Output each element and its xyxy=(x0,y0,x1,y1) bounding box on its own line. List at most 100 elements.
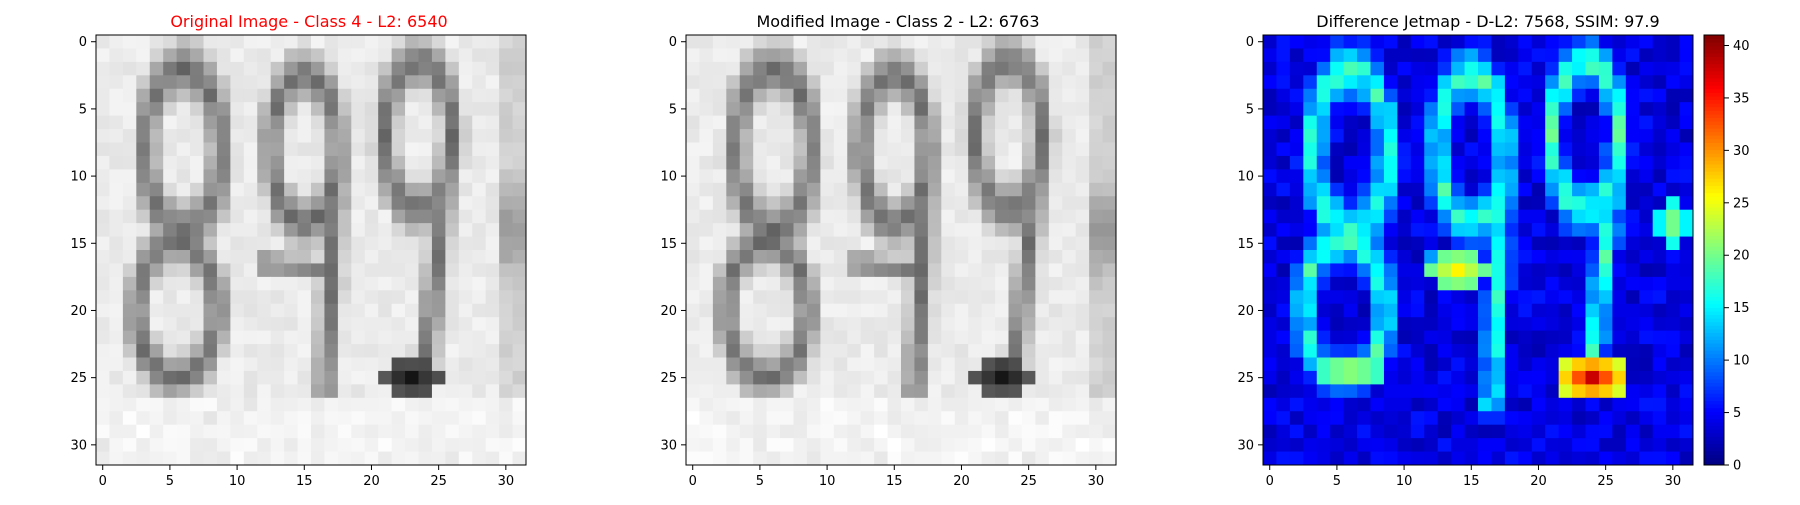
heatmap-cell xyxy=(1410,169,1425,184)
heatmap-cell xyxy=(1316,397,1331,412)
heatmap-cell xyxy=(284,142,298,157)
heatmap-cell xyxy=(833,263,848,278)
heatmap-cell xyxy=(1102,276,1117,291)
heatmap-cell xyxy=(793,75,808,90)
heatmap-cell xyxy=(726,370,741,385)
heatmap-cell xyxy=(887,250,902,264)
heatmap-cell xyxy=(766,102,781,117)
heatmap-cell xyxy=(1652,276,1667,291)
heatmap-cell xyxy=(1370,451,1385,466)
heatmap-cell xyxy=(1343,236,1358,251)
heatmap-cell xyxy=(324,344,339,358)
colorbar-segment xyxy=(1704,60,1724,65)
heatmap-cell xyxy=(753,276,768,291)
heatmap-cell xyxy=(1478,129,1492,143)
heatmap-cell xyxy=(1585,370,1600,385)
heatmap-cell xyxy=(512,236,527,251)
heatmap-cell xyxy=(766,48,781,63)
heatmap-cell xyxy=(1504,35,1519,49)
heatmap-cell xyxy=(284,196,298,211)
heatmap-cell xyxy=(686,263,700,278)
heatmap-cell xyxy=(499,182,513,197)
heatmap-cell xyxy=(1558,88,1573,103)
heatmap-cell xyxy=(512,451,527,466)
heatmap-cell xyxy=(499,250,513,264)
heatmap-cell xyxy=(1504,438,1519,452)
heatmap-cell xyxy=(1263,196,1277,211)
heatmap-cell xyxy=(257,411,272,426)
heatmap-cell xyxy=(149,182,164,197)
heatmap-cell xyxy=(1089,196,1103,211)
heatmap-cell xyxy=(927,344,942,358)
heatmap-cell xyxy=(699,250,714,264)
heatmap-cell xyxy=(1075,182,1090,197)
heatmap-cell xyxy=(1572,451,1586,466)
heatmap-cell xyxy=(1343,196,1358,211)
heatmap-cell xyxy=(1598,75,1613,90)
colorbar-segment xyxy=(1704,303,1724,308)
heatmap-cell xyxy=(203,102,218,117)
heatmap-cell xyxy=(1585,196,1600,211)
heatmap-cell xyxy=(1316,129,1331,143)
heatmap-cell xyxy=(1048,384,1063,399)
heatmap-cell xyxy=(1008,223,1023,237)
heatmap-cell xyxy=(1504,223,1519,237)
heatmap-cell xyxy=(1504,115,1519,130)
colorbar-segment xyxy=(1704,436,1724,441)
heatmap-cell xyxy=(941,35,956,49)
heatmap-cell xyxy=(458,276,473,291)
heatmap-cell xyxy=(364,115,379,130)
colorbar-segment xyxy=(1704,210,1724,215)
heatmap-cell xyxy=(1679,397,1694,412)
heatmap-cell xyxy=(230,397,245,412)
heatmap-cell xyxy=(1639,115,1654,130)
heatmap-cell xyxy=(1289,424,1304,439)
heatmap-cell xyxy=(391,276,406,291)
heatmap-cell xyxy=(1491,75,1506,90)
heatmap-cell xyxy=(243,397,258,412)
heatmap-cell xyxy=(726,438,741,452)
heatmap-cell xyxy=(860,438,875,452)
heatmap-cell xyxy=(726,155,741,170)
heatmap-cell xyxy=(499,35,513,49)
heatmap-cell xyxy=(874,196,888,211)
heatmap-cell xyxy=(780,451,794,466)
heatmap-cell xyxy=(686,102,700,117)
heatmap-cell xyxy=(1437,61,1452,76)
heatmap-cell xyxy=(686,411,700,426)
heatmap-cell xyxy=(351,276,366,291)
heatmap-cell xyxy=(1572,236,1586,251)
heatmap-cell xyxy=(1062,357,1077,372)
heatmap-cell xyxy=(445,196,460,211)
heatmap-cell xyxy=(1572,209,1586,224)
heatmap-cell xyxy=(1410,155,1425,170)
heatmap-cell xyxy=(216,411,231,426)
heatmap-cell xyxy=(1666,115,1680,130)
heatmap-cell xyxy=(1679,48,1694,63)
heatmap-cell xyxy=(1652,209,1667,224)
heatmap-cell xyxy=(512,290,527,305)
heatmap-cell xyxy=(485,115,500,130)
heatmap-cell xyxy=(1062,317,1077,332)
heatmap-cell xyxy=(324,88,339,103)
heatmap-cell xyxy=(431,250,446,264)
heatmap-cell xyxy=(1504,88,1519,103)
heatmap-cell xyxy=(243,344,258,358)
y-tick-label: 30 xyxy=(1237,438,1254,453)
heatmap-cell xyxy=(1531,411,1546,426)
heatmap-cell xyxy=(1102,48,1117,63)
heatmap-cell xyxy=(203,75,218,90)
heatmap-cell xyxy=(1383,48,1398,63)
heatmap-cell xyxy=(1572,115,1586,130)
heatmap-cell xyxy=(512,370,527,385)
heatmap-cell xyxy=(1666,182,1680,197)
heatmap-cell xyxy=(485,411,500,426)
heatmap-cell xyxy=(297,35,312,49)
heatmap-cell xyxy=(927,155,942,170)
heatmap-cell xyxy=(820,142,835,157)
heatmap-cell xyxy=(96,129,110,143)
heatmap-cell xyxy=(968,182,983,197)
heatmap-cell xyxy=(96,438,110,452)
heatmap-cell xyxy=(1263,438,1277,452)
heatmap-cell xyxy=(901,61,915,76)
